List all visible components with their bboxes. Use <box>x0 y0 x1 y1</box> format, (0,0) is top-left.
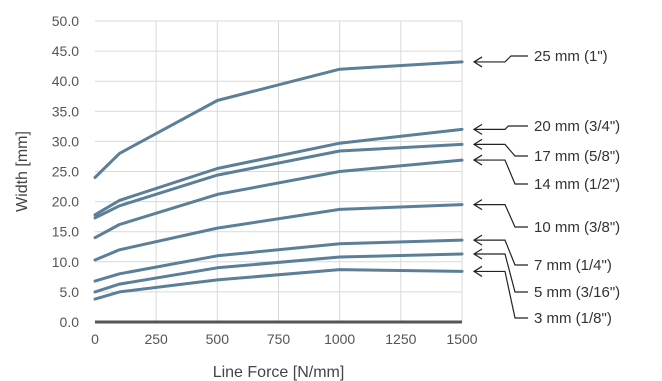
series-line <box>93 252 464 294</box>
series-label: 5 mm (3/16") <box>534 284 620 301</box>
x-tick-label: 250 <box>144 331 168 347</box>
y-tick-label: 40.0 <box>52 73 79 89</box>
axes: 0.0 5.0 10.0 15.0 20.0 25.0 30.0 35.0 40.0 45.0 50… <box>52 13 478 347</box>
label-leader-line <box>474 253 528 293</box>
x-axis-title: Line Force [N/mm] <box>213 364 345 381</box>
series-line <box>93 238 464 283</box>
x-tick-label: 1250 <box>385 331 416 347</box>
arrow-head-icon <box>472 154 483 166</box>
series-line <box>93 60 464 179</box>
y-tick-label: 15.0 <box>52 224 79 240</box>
series-label: 3 mm (1/8") <box>534 310 612 327</box>
label-leader-line <box>474 239 528 266</box>
series-line <box>93 158 464 240</box>
series-line <box>93 268 464 301</box>
series-label: 25 mm (1") <box>534 48 608 65</box>
arrow-head-icon <box>472 123 483 135</box>
series-lines <box>93 60 464 301</box>
y-tick-label: 10.0 <box>52 254 79 270</box>
series-line <box>93 142 464 220</box>
arrow-head-icon <box>472 199 483 211</box>
series-label: 17 mm (5/8") <box>534 148 620 165</box>
y-tick-label: 50.0 <box>52 13 79 29</box>
series-label: 20 mm (3/4") <box>534 118 620 135</box>
arrow-head-icon <box>472 138 483 150</box>
label-leader-line <box>474 159 528 185</box>
x-tick-label: 750 <box>267 331 291 347</box>
arrow-head-icon <box>472 56 483 68</box>
series-line <box>93 127 464 217</box>
arrow-head-icon <box>472 248 483 260</box>
label-leader-line <box>474 55 528 63</box>
series-labels: 25 mm (1") 20 mm (3/4") 17 mm (5/8") 14 mm … <box>472 48 620 327</box>
series-label: 14 mm (1/2") <box>534 176 620 193</box>
label-leader-line <box>474 125 528 130</box>
x-tick-label: 500 <box>206 331 230 347</box>
x-tick-label: 1500 <box>446 331 477 347</box>
label-leader-line <box>474 204 528 228</box>
series-label: 10 mm (3/8") <box>534 219 620 236</box>
y-tick-label: 5.0 <box>60 284 80 300</box>
series-label: 7 mm (1/4") <box>534 257 612 274</box>
x-tick-label: 0 <box>91 331 99 347</box>
label-leader-line <box>474 270 528 319</box>
label-leader-line <box>474 143 528 157</box>
arrow-head-icon <box>472 265 483 277</box>
y-tick-label: 45.0 <box>52 43 79 59</box>
y-tick-label: 25.0 <box>52 164 79 180</box>
series-line <box>93 203 464 262</box>
y-tick-label: 30.0 <box>52 133 79 149</box>
y-axis-title: Width [mm] <box>14 131 31 212</box>
y-tick-label: 0.0 <box>60 314 80 330</box>
y-tick-label: 35.0 <box>52 103 79 119</box>
arrow-head-icon <box>472 234 483 246</box>
y-tick-label: 20.0 <box>52 194 79 210</box>
x-tick-label: 1000 <box>324 331 355 347</box>
